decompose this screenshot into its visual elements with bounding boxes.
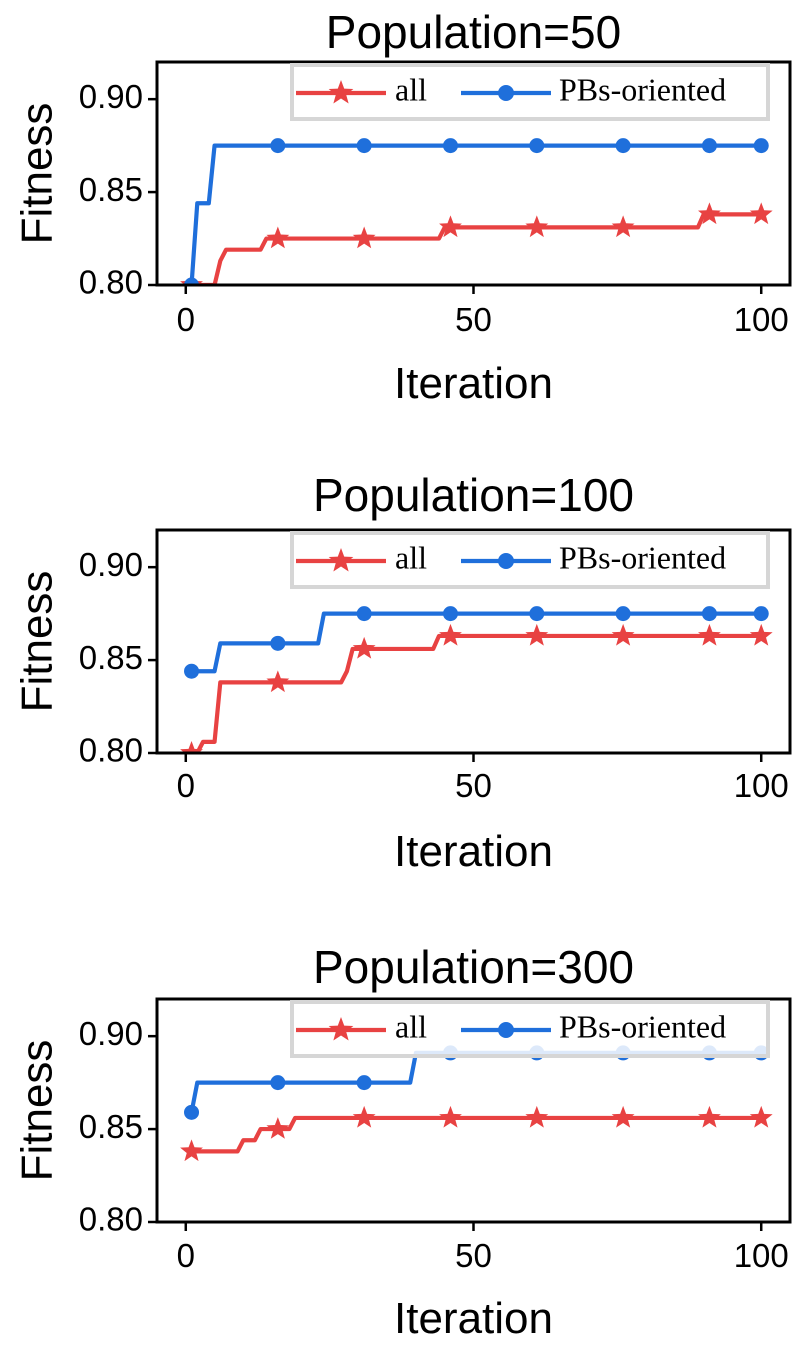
x-tick-label: 0 [177, 301, 195, 338]
chart-title: Population=50 [326, 6, 621, 58]
x-tick-label: 50 [455, 767, 492, 804]
data-point-star [439, 215, 462, 238]
chart-panel-3: Population=300 Fitness Iteration 0.80 0.85 0.… [13, 941, 792, 1343]
data-point-star [180, 1139, 203, 1162]
y-tick-label: 0.85 [79, 171, 143, 208]
legend-label-pbs-oriented: PBs-oriented [559, 539, 726, 575]
data-point-star [352, 226, 376, 249]
legend-star-marker [328, 80, 354, 104]
x-tick-label: 50 [455, 301, 492, 338]
data-point-star [180, 741, 203, 753]
data-point-star [439, 1105, 462, 1128]
chart-title: Population=300 [313, 941, 634, 993]
data-point-star [352, 636, 376, 659]
legend-label-all: all [395, 71, 427, 107]
data-point-circle [442, 138, 458, 154]
data-point-star [525, 623, 549, 646]
x-axis-label: Iteration [394, 1294, 553, 1343]
data-point-star [352, 1105, 376, 1128]
data-point-star [698, 623, 721, 646]
data-point-star [611, 215, 635, 238]
data-point-star [525, 1105, 549, 1128]
legend-label-all: all [395, 539, 427, 575]
data-point-circle [356, 606, 372, 622]
axes-frame [155, 60, 792, 287]
legend: all PBs-oriented [290, 531, 770, 589]
data-point-circle [753, 606, 769, 622]
plot-area [180, 138, 773, 285]
data-point-circle [184, 663, 200, 679]
data-point-star [525, 215, 549, 238]
x-tick-label: 100 [734, 1237, 789, 1274]
y-tick-label: 0.80 [79, 264, 143, 301]
x-tick-label: 50 [455, 1237, 492, 1274]
legend-circle-marker [498, 553, 514, 569]
legend-star-marker [328, 1017, 354, 1041]
data-point-star [611, 623, 635, 646]
legend-circle-marker [498, 85, 514, 101]
y-tick-label: 0.80 [79, 732, 143, 769]
data-point-circle [615, 138, 631, 154]
data-point-star [266, 1117, 290, 1139]
y-tick-label: 0.90 [79, 78, 143, 115]
data-point-star [698, 1105, 721, 1128]
y-tick-label: 0.90 [79, 546, 143, 583]
data-point-circle [701, 138, 717, 154]
data-point-circle [529, 138, 545, 154]
data-point-star [439, 623, 462, 646]
y-axis-label: Fitness [13, 103, 62, 245]
data-point-star [749, 1105, 773, 1128]
y-tick-label: 0.85 [79, 639, 143, 676]
data-point-star [749, 623, 773, 646]
x-axis-label: Iteration [394, 827, 553, 876]
data-point-circle [270, 635, 286, 651]
data-point-circle [529, 606, 545, 622]
y-axis-label: Fitness [13, 1040, 62, 1182]
chart-panel-1: Population=50 Fitness Iteration 0.80 0.85 0.9… [13, 6, 792, 408]
y-axis-label: Fitness [13, 571, 62, 713]
x-tick-label: 100 [734, 767, 789, 804]
legend: all PBs-oriented [290, 1000, 770, 1058]
series-line-all [189, 1115, 764, 1154]
legend-label-pbs-oriented: PBs-oriented [559, 71, 726, 107]
series-line-pbs-oriented [189, 611, 764, 674]
series-line-pbs-oriented [183, 143, 764, 285]
series-line-all [183, 212, 764, 285]
data-point-circle [701, 606, 717, 622]
data-point-circle [753, 138, 769, 154]
data-point-circle [442, 606, 458, 622]
axes-frame [155, 997, 792, 1224]
series-line-all [183, 633, 764, 753]
legend-label-all: all [395, 1008, 427, 1044]
data-point-circle [615, 606, 631, 622]
data-point-star [698, 202, 721, 225]
legend: all PBs-oriented [290, 63, 770, 121]
x-tick-label: 0 [177, 767, 195, 804]
x-tick-label: 100 [734, 301, 789, 338]
axes-frame [155, 528, 792, 755]
data-point-circle [184, 277, 200, 285]
legend-star-marker [328, 548, 354, 572]
data-point-star [611, 1105, 635, 1128]
plot-area [180, 606, 773, 753]
x-tick-label: 0 [177, 1237, 195, 1274]
chart-title: Population=100 [313, 469, 634, 521]
data-point-star [266, 226, 290, 249]
y-tick-label: 0.85 [79, 1108, 143, 1145]
y-tick-label: 0.80 [79, 1201, 143, 1238]
data-point-circle [356, 1075, 372, 1091]
data-point-circle [356, 138, 372, 154]
data-point-circle [270, 1075, 286, 1091]
data-point-star [266, 670, 290, 693]
chart-panel-2: Population=100 Fitness Iteration 0.80 0.85 0.… [13, 469, 792, 876]
legend-circle-marker [498, 1022, 514, 1038]
y-tick-label: 0.90 [79, 1015, 143, 1052]
data-point-star [749, 202, 773, 225]
data-point-circle [184, 1104, 200, 1120]
plot-area [180, 1045, 773, 1162]
legend-label-pbs-oriented: PBs-oriented [559, 1008, 726, 1044]
x-axis-label: Iteration [394, 359, 553, 408]
data-point-circle [270, 138, 286, 154]
